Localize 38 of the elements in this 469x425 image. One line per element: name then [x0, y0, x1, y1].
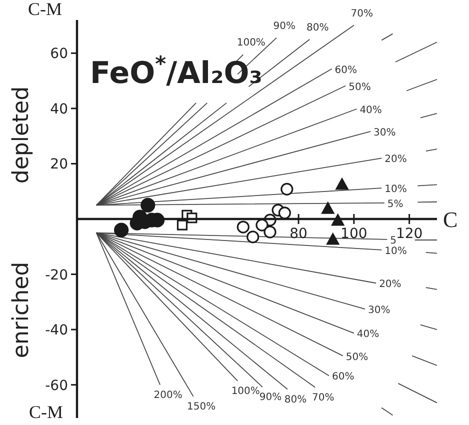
annotation: 60%: [334, 64, 358, 76]
y-axis-title: C-M: [28, 0, 62, 19]
annotation: 90%: [273, 20, 296, 32]
annotation: 50%: [348, 82, 371, 93]
annotation: 10%: [384, 246, 407, 257]
annotation: 70%: [350, 8, 374, 20]
y-tick-label: 20: [50, 156, 68, 173]
annotation: 60%: [332, 372, 354, 383]
annotation: 5: [390, 235, 397, 246]
text: FeO$^{*}$/Al₂O₃: [90, 52, 262, 91]
text: enriched: [9, 262, 34, 358]
annotation: 100%: [231, 386, 260, 397]
annotation: 20%: [384, 154, 407, 166]
y-tick-label: -20: [45, 267, 68, 284]
annotation: 90%: [259, 392, 282, 404]
annotation: 20%: [379, 279, 402, 290]
annotation: 200%: [154, 390, 182, 401]
annotation: 100%: [236, 38, 266, 49]
annotation: 30%: [368, 305, 390, 316]
x-tick-label: 120: [396, 226, 423, 242]
annotation: 30%: [374, 127, 396, 138]
annotation: 80%: [284, 394, 307, 406]
annotation: 10%: [384, 184, 407, 196]
x-tick-label: 100: [340, 226, 368, 242]
text: C-M: [28, 402, 64, 422]
annotation: 70%: [312, 392, 334, 404]
annotation: 50%: [346, 352, 368, 363]
y-tick-label: 40: [50, 101, 68, 118]
annotation: 40%: [356, 329, 380, 340]
text: depleted: [9, 86, 34, 184]
annotation: 5%: [387, 198, 404, 210]
annotation: 150%: [187, 401, 216, 412]
y-tick-label: -60: [45, 378, 68, 394]
x-axis-title: C: [443, 207, 458, 232]
y-tick-label: -40: [45, 322, 68, 339]
annotation: 40%: [360, 104, 382, 116]
y-tick-label: 60: [50, 46, 68, 62]
annotation: 80%: [306, 22, 329, 34]
